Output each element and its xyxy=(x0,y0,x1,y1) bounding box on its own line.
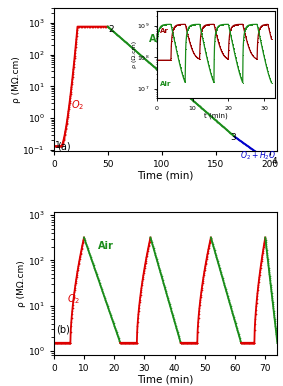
Text: Air: Air xyxy=(98,241,113,251)
X-axis label: Time (min): Time (min) xyxy=(137,374,194,384)
Y-axis label: ρ (MΩ.cm): ρ (MΩ.cm) xyxy=(12,56,21,103)
Text: 3: 3 xyxy=(230,133,235,142)
Text: 1: 1 xyxy=(55,141,61,150)
Text: $O_2+H_2O$: $O_2+H_2O$ xyxy=(239,149,276,162)
Text: (a): (a) xyxy=(57,142,71,152)
Text: 2: 2 xyxy=(109,25,115,34)
Text: Air: Air xyxy=(149,34,165,44)
Text: $O_2$: $O_2$ xyxy=(67,292,81,306)
X-axis label: Time (min): Time (min) xyxy=(137,171,194,181)
Text: 4: 4 xyxy=(272,157,278,166)
Text: $O_2$: $O_2$ xyxy=(71,98,84,112)
Text: (b): (b) xyxy=(56,325,70,335)
Y-axis label: ρ (MΩ.cm): ρ (MΩ.cm) xyxy=(17,260,26,307)
